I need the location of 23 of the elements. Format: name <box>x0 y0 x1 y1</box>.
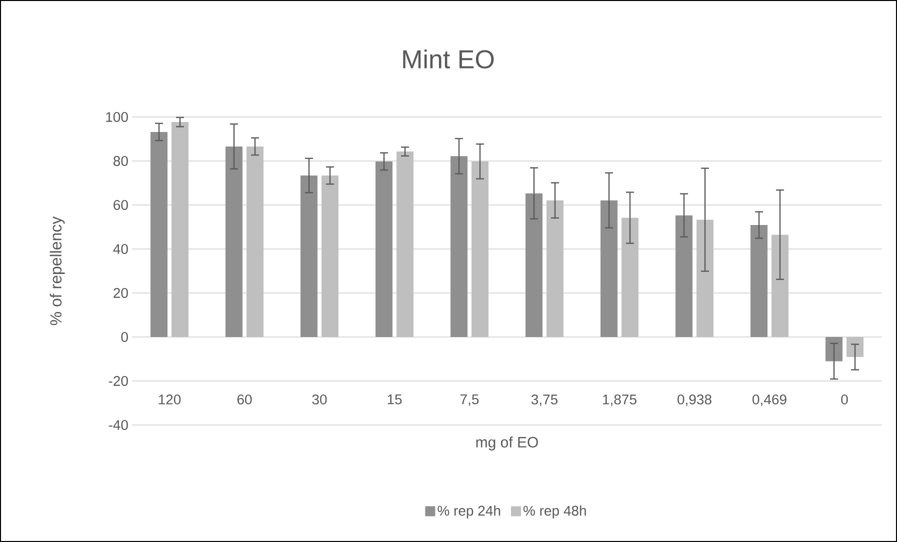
x-tick-label: 0,469 <box>752 394 786 406</box>
legend-label: % rep 48h <box>523 505 586 518</box>
y-tick-label: 20 <box>114 288 128 298</box>
y-tick-label: 0 <box>121 332 128 342</box>
x-tick-label: 1,875 <box>603 394 636 406</box>
y-axis-title: % of repellency <box>50 216 65 326</box>
y-tick-label: 80 <box>114 156 128 166</box>
x-tick-label: 0,938 <box>678 394 712 406</box>
x-tick-label: 3,75 <box>531 394 558 406</box>
x-tick-label: 60 <box>237 394 252 404</box>
y-tick-label: 60 <box>114 200 128 210</box>
x-tick-label: 30 <box>312 394 327 404</box>
legend-label: % rep 24h <box>438 505 500 518</box>
x-tick-label: 0 <box>841 394 848 404</box>
y-tick-label: -20 <box>108 376 128 386</box>
x-tick-label: 7,5 <box>460 394 479 406</box>
x-tick-label: 15 <box>388 394 402 404</box>
x-tick-label: 120 <box>158 394 181 404</box>
y-tick-label: -40 <box>108 420 128 430</box>
y-tick-label: 100 <box>106 112 128 122</box>
chart-title: Mint EO <box>403 49 494 69</box>
y-tick-label: 40 <box>113 244 128 254</box>
x-axis-title: mg of EO <box>476 436 538 450</box>
